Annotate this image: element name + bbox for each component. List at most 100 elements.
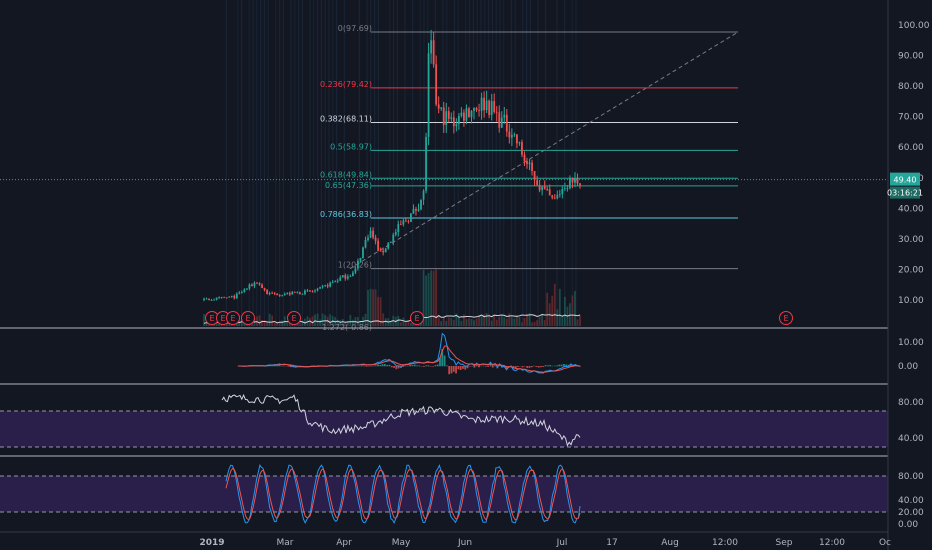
volume-bar [450, 318, 453, 326]
candle-body [558, 194, 561, 195]
macd-histogram-bar [475, 365, 478, 367]
session-shade [320, 0, 322, 328]
volume-bar [460, 320, 463, 326]
volume-bar [470, 318, 473, 326]
candle-body [329, 282, 332, 287]
stoch-d-line [225, 467, 581, 521]
stoch-y-tick: 20.00 [898, 508, 924, 518]
volume-bar [493, 314, 496, 326]
candle-body [415, 208, 417, 211]
candle-body [377, 240, 380, 251]
volume-bar [447, 317, 450, 326]
last-price-badge [890, 172, 920, 186]
fibonacci-retracement[interactable]: 0(97.69) 0.236(79.42) 0.382(68.11) 0.5(58.9… [0, 24, 888, 332]
candle-body [389, 241, 392, 243]
fib-label: 0.382(68.11) [320, 114, 372, 123]
y-tick-label: 40.00 [898, 204, 924, 214]
session-shade [256, 0, 258, 328]
fib-label: 0.5(58.97) [330, 142, 372, 151]
candle-body [251, 284, 253, 287]
indicator-panes [0, 332, 888, 524]
earnings-marker-label: E [209, 314, 214, 323]
candle-body [432, 40, 435, 65]
macd-histogram-bar [271, 365, 274, 367]
rsi-band [0, 411, 888, 447]
candle-body [566, 188, 569, 189]
session-shade [571, 0, 573, 328]
volume-bar [523, 317, 526, 326]
macd-histogram-bar [372, 365, 375, 367]
volume-bar [306, 316, 309, 326]
session-shade [472, 0, 474, 328]
stoch-y-tick: 40.00 [898, 496, 924, 506]
macd-histogram-bar [445, 365, 448, 367]
candle-body [551, 195, 554, 198]
session-shade [495, 0, 497, 328]
session-shade [423, 0, 425, 328]
session-shade [282, 0, 284, 328]
candle-body [213, 299, 215, 301]
session-shade [427, 0, 429, 328]
earnings-marker-icon[interactable] [779, 311, 793, 325]
session-shade [434, 0, 436, 328]
candle-body [208, 298, 210, 301]
macd-histogram-bar [425, 365, 428, 367]
earnings-marker-icon[interactable] [241, 311, 255, 325]
session-shade [260, 0, 262, 328]
candle-body [364, 239, 367, 248]
macd-y-tick: 10.00 [898, 338, 924, 348]
candle-body [293, 291, 296, 293]
session-shade [457, 0, 459, 328]
candle-body [304, 290, 306, 294]
macd-histogram-bar [269, 365, 272, 367]
volume-bar [263, 320, 266, 326]
volume-bar [445, 320, 448, 326]
earnings-marker-icon[interactable] [287, 311, 301, 325]
volume-bar [336, 319, 339, 326]
candle-body [253, 282, 256, 287]
candle-body [230, 295, 233, 297]
session-shade [476, 0, 478, 328]
candle-body [404, 220, 407, 222]
volume-bar [427, 273, 430, 326]
macd-histogram-bar [388, 364, 391, 367]
candle-body [531, 162, 533, 172]
candle-body [420, 199, 422, 210]
volume-bar [298, 322, 301, 326]
macd-histogram-bar [505, 366, 508, 370]
fib-label: 0.236(79.42) [320, 80, 372, 89]
volume-bar [268, 313, 271, 326]
macd-histogram-bar [441, 349, 444, 367]
volume-bar [513, 318, 516, 326]
y-tick-label: 20.00 [898, 265, 924, 275]
candle-body [447, 111, 450, 119]
volume-bar [203, 314, 205, 326]
volume-bar [372, 289, 374, 326]
macd-histogram-bar [498, 365, 501, 367]
earnings-marker-label: E [245, 314, 250, 323]
session-shade [370, 0, 372, 328]
candle-body [384, 248, 387, 253]
macd-histogram-bar [560, 364, 563, 367]
macd-histogram-bar [565, 364, 568, 367]
macd-histogram-bar [377, 364, 379, 367]
candle-body [286, 292, 289, 295]
volume-bar [389, 322, 392, 326]
candle-body [238, 292, 241, 294]
candle-body [319, 287, 321, 289]
session-shade [358, 0, 360, 328]
macd-histogram-bar [455, 366, 457, 374]
earnings-marker-icon[interactable] [410, 311, 424, 325]
earnings-marker-icon[interactable] [226, 311, 240, 325]
macd-histogram-bar [374, 365, 377, 367]
candle-body [463, 112, 465, 121]
volume-bar [533, 321, 536, 326]
volume-bar [397, 315, 400, 326]
fib-label: 1(20.26) [338, 261, 372, 270]
volume-bar [382, 313, 385, 326]
volume-bar [228, 321, 231, 326]
x-tick-label: 2019 [199, 538, 224, 548]
session-shade [499, 0, 501, 328]
